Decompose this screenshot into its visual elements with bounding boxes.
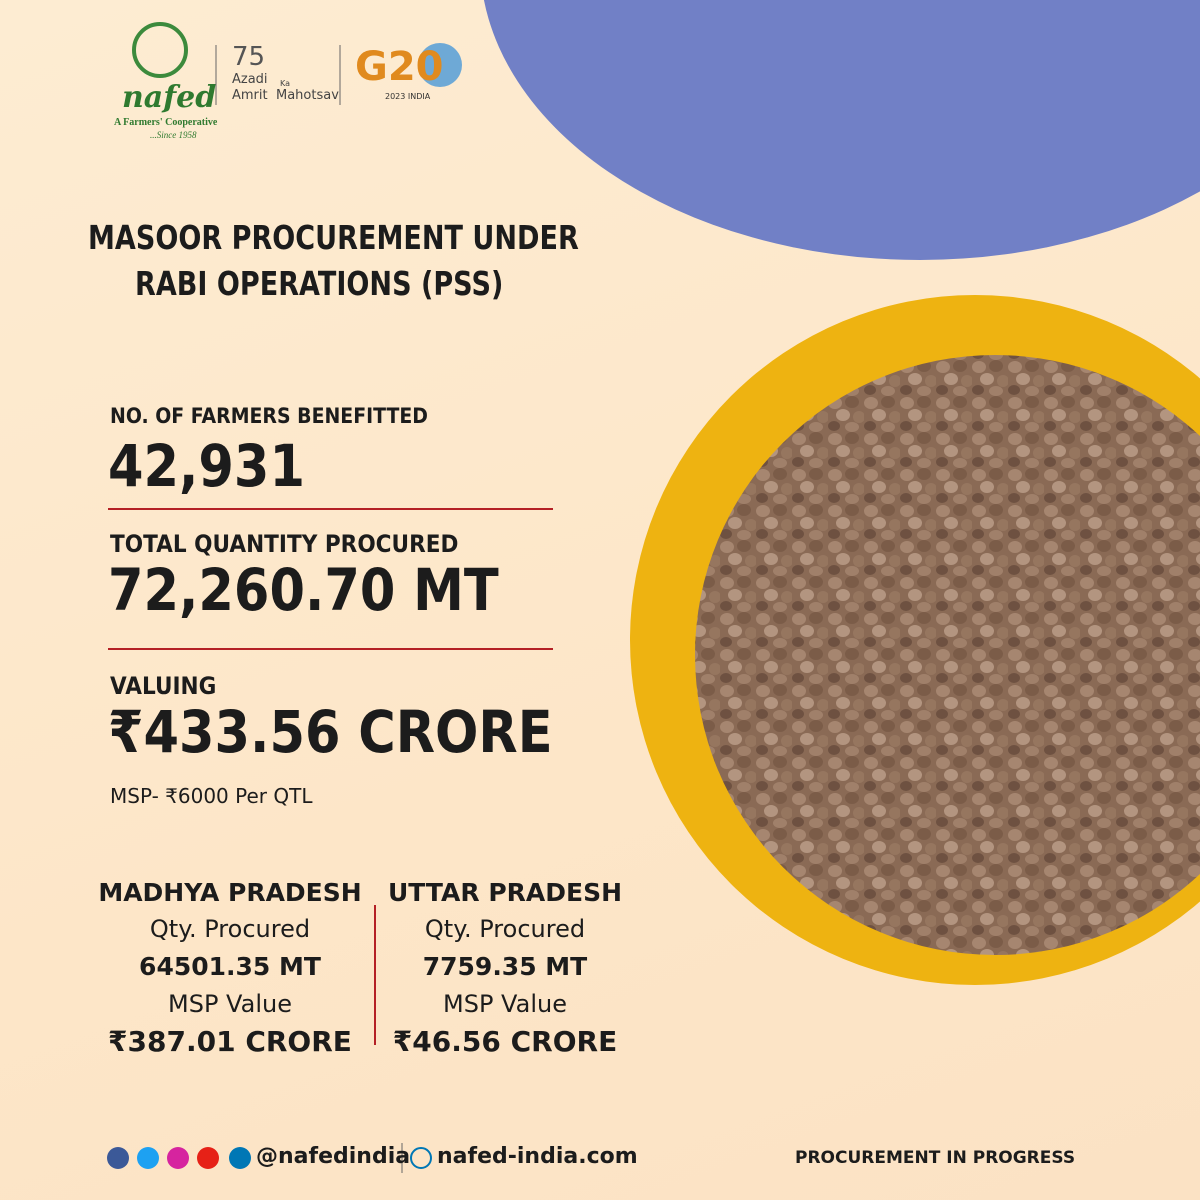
globe-icon — [410, 1147, 432, 1169]
title: MASOOR PROCUREMENT UNDER — [88, 218, 579, 257]
youtube-icon[interactable] — [197, 1147, 219, 1169]
msp-note: MSP- ₹6000 Per QTL — [110, 784, 313, 808]
nafed-logo: nafed — [122, 80, 217, 115]
social-handle[interactable]: @nafedindia — [256, 1144, 411, 1169]
website[interactable]: nafed-india.com — [437, 1144, 638, 1169]
nafed-since: ...Since 1958 — [150, 130, 197, 140]
lentil-image — [695, 355, 1200, 955]
title: RABI OPERATIONS (PSS) — [135, 264, 504, 303]
state-value: ₹46.56 CRORE — [392, 1025, 618, 1058]
rule — [108, 648, 553, 650]
azadi-text: Mahotsav — [276, 88, 339, 103]
state-name: MADHYA PRADESH — [98, 878, 362, 907]
status: PROCUREMENT IN PROGRESS — [795, 1148, 1076, 1168]
instagram-icon[interactable] — [167, 1147, 189, 1169]
state-qty: 64501.35 MT — [139, 952, 321, 981]
linkedin-icon[interactable] — [229, 1147, 251, 1169]
nafed-emblem — [132, 22, 188, 78]
state-name: UTTAR PRADESH — [387, 878, 623, 907]
rule — [108, 508, 553, 510]
stat-value: ₹433.56 CRORE — [108, 698, 553, 766]
state-value: ₹387.01 CRORE — [108, 1025, 352, 1058]
twitter-icon[interactable] — [137, 1147, 159, 1169]
azadi-number: 75 — [232, 42, 266, 72]
azadi-text: Ka — [280, 79, 291, 88]
state-qty-label: Qty. Procured — [424, 915, 586, 943]
stat-label: TOTAL QUANTITY PROCURED — [110, 530, 459, 558]
state-value-label: MSP Value — [443, 990, 567, 1018]
g20-sub: 2023 INDIA — [385, 92, 431, 101]
g20-globe — [418, 43, 462, 87]
state-value-label: MSP Value — [168, 990, 292, 1018]
stat-label: VALUING — [110, 672, 217, 700]
azadi-text: Amrit — [232, 88, 268, 103]
stat-value: 42,931 — [108, 432, 305, 500]
facebook-icon[interactable] — [107, 1147, 129, 1169]
state-qty-label: Qty. Procured — [149, 915, 311, 943]
nafed-tagline: A Farmers' Cooperative — [114, 117, 218, 128]
g20-logo: G20 — [355, 44, 444, 90]
blue-shape — [484, 0, 1200, 260]
state-qty: 7759.35 MT — [422, 952, 588, 981]
azadi-text: Azadi — [232, 72, 268, 87]
stat-label: NO. OF FARMERS BENEFITTED — [110, 404, 428, 428]
stat-value: 72,260.70 MT — [108, 556, 499, 624]
